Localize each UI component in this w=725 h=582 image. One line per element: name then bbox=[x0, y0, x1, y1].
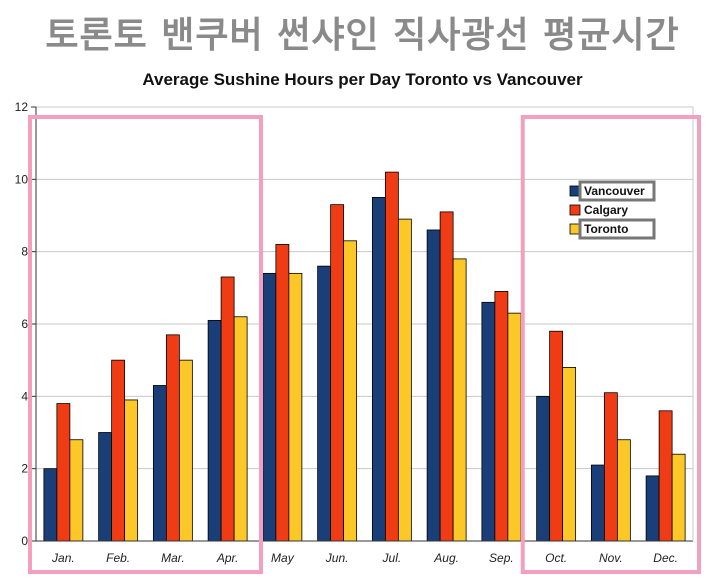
bar-calgary bbox=[111, 359, 126, 542]
legend-label: Calgary bbox=[584, 203, 628, 217]
bar-toronto bbox=[343, 240, 358, 542]
x-tick-label: Nov. bbox=[599, 551, 623, 565]
bar-calgary bbox=[56, 403, 71, 542]
bar-vancouver bbox=[645, 475, 660, 542]
x-tick-label: Feb. bbox=[106, 551, 130, 565]
bar-calgary bbox=[494, 291, 509, 542]
highlight-box bbox=[28, 115, 263, 574]
y-tick-label: 4 bbox=[21, 389, 28, 403]
legend-label: Toronto bbox=[584, 222, 628, 236]
bar-toronto bbox=[507, 312, 522, 542]
bar-vancouver bbox=[426, 229, 441, 542]
bar-vancouver bbox=[481, 301, 496, 542]
bar-vancouver bbox=[98, 432, 113, 542]
bar-vancouver bbox=[262, 272, 277, 542]
bar-toronto bbox=[233, 316, 248, 542]
x-tick-label: Jul. bbox=[382, 551, 402, 565]
y-tick-label: 0 bbox=[21, 534, 28, 548]
x-tick-label: Sep. bbox=[489, 551, 514, 565]
bar-toronto bbox=[452, 258, 467, 542]
x-tick-label: Apr. bbox=[216, 551, 239, 565]
bar-toronto bbox=[69, 439, 84, 542]
highlight-boxes bbox=[28, 115, 701, 574]
gridlines bbox=[36, 106, 693, 470]
x-tick-label: Jan. bbox=[51, 551, 75, 565]
legend-highlight-box bbox=[578, 218, 656, 240]
legend-highlight-box bbox=[578, 180, 656, 202]
legend-label: Vancouver bbox=[584, 184, 645, 198]
x-tick-label: Oct. bbox=[545, 551, 567, 565]
y-tick-label: 8 bbox=[21, 245, 28, 259]
x-tick-label: Aug. bbox=[433, 551, 459, 565]
bar-calgary bbox=[439, 211, 454, 542]
bar-toronto bbox=[288, 272, 303, 542]
bar-toronto bbox=[671, 453, 686, 542]
bar-toronto bbox=[616, 439, 631, 542]
axes bbox=[31, 106, 694, 542]
y-tick-label: 2 bbox=[21, 462, 28, 476]
bar-calgary bbox=[384, 171, 399, 542]
bar-vancouver bbox=[371, 197, 386, 542]
bar-calgary bbox=[165, 334, 180, 542]
bar-toronto bbox=[124, 399, 139, 542]
x-tick-label: Jun. bbox=[325, 551, 349, 565]
legend: Vancouver Calgary Toronto bbox=[569, 180, 656, 240]
y-tick-label: 10 bbox=[15, 172, 29, 186]
legend-swatch bbox=[569, 204, 581, 216]
bar-toronto bbox=[178, 359, 193, 542]
bar-vancouver bbox=[43, 468, 58, 542]
y-tick-label: 12 bbox=[15, 100, 29, 114]
bar-vancouver bbox=[317, 265, 332, 542]
y-tick-label: 6 bbox=[21, 317, 28, 331]
bar-calgary bbox=[330, 204, 345, 542]
x-tick-label: Mar. bbox=[161, 551, 185, 565]
bar-calgary bbox=[549, 330, 564, 542]
bar-vancouver bbox=[590, 464, 605, 542]
banner-title: 토론토 밴쿠버 썬샤인 직사광선 평균시간 bbox=[45, 15, 680, 56]
x-tick-label: May bbox=[271, 551, 295, 565]
x-tick-label: Dec. bbox=[653, 551, 678, 565]
axis-labels: 0 2 4 6 8 10 12 Jan. Feb. Mar. Apr. May Jun. Jul. Aug.… bbox=[15, 100, 678, 565]
bar-calgary bbox=[658, 410, 673, 542]
chart-title: Average Sushine Hours per Day Toronto vs… bbox=[142, 70, 583, 89]
bar-toronto bbox=[397, 218, 412, 542]
bar-calgary bbox=[220, 276, 235, 542]
bar-calgary bbox=[603, 392, 618, 542]
bars bbox=[43, 171, 686, 542]
bar-vancouver bbox=[152, 385, 167, 542]
bar-vancouver bbox=[536, 395, 551, 542]
bar-vancouver bbox=[207, 319, 222, 542]
highlight-box bbox=[520, 115, 701, 574]
bar-calgary bbox=[275, 244, 290, 542]
bar-toronto bbox=[562, 366, 577, 542]
